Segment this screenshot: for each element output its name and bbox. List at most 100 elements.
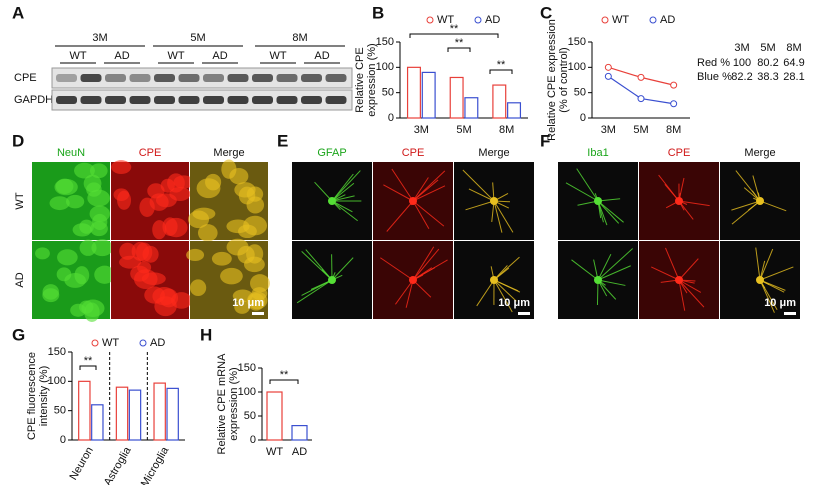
column-header: CPE bbox=[668, 147, 691, 159]
process bbox=[597, 265, 631, 281]
cell bbox=[49, 196, 70, 211]
x-tick-label: 8M bbox=[666, 124, 681, 136]
scale-bar bbox=[252, 312, 264, 315]
cell bbox=[232, 289, 253, 303]
y-tick-label: 100 bbox=[568, 61, 586, 73]
process bbox=[493, 279, 517, 302]
row-label: GAPDH bbox=[14, 94, 53, 106]
band bbox=[276, 74, 298, 82]
process bbox=[465, 200, 495, 211]
cell bbox=[220, 267, 243, 285]
table-cell: 38.3 bbox=[757, 71, 778, 83]
column-header: Iba1 bbox=[587, 147, 608, 159]
group-label: AD bbox=[212, 50, 227, 62]
process bbox=[476, 279, 495, 307]
panel-label: D bbox=[12, 131, 24, 150]
table-cell: 64.9 bbox=[783, 57, 804, 69]
soma bbox=[490, 276, 498, 284]
panel-label: E bbox=[277, 131, 288, 150]
process bbox=[412, 200, 445, 227]
group-label: WT bbox=[69, 50, 86, 62]
cell bbox=[57, 249, 78, 266]
cell bbox=[70, 303, 87, 317]
table-cell: 100 bbox=[733, 57, 751, 69]
cell bbox=[152, 287, 176, 306]
cell bbox=[250, 274, 270, 293]
band bbox=[301, 96, 322, 104]
legend-label: AD bbox=[660, 14, 675, 26]
panel-label: G bbox=[12, 325, 25, 344]
y-tick-label: 150 bbox=[48, 346, 66, 358]
band bbox=[105, 96, 126, 104]
band bbox=[80, 96, 102, 104]
cell bbox=[84, 302, 100, 322]
cell bbox=[55, 178, 74, 194]
y-tick-label: 150 bbox=[376, 36, 394, 48]
process bbox=[331, 173, 354, 202]
process bbox=[305, 249, 333, 281]
process bbox=[412, 200, 430, 229]
table-cell: 28.1 bbox=[783, 71, 804, 83]
cell bbox=[234, 182, 256, 198]
process bbox=[735, 170, 761, 202]
process bbox=[331, 182, 355, 202]
x-tick-label: Microglia bbox=[139, 444, 172, 485]
scale-text: 10 μm bbox=[764, 297, 796, 309]
y-tick-label: 0 bbox=[388, 112, 394, 124]
x-tick-label: 3M bbox=[414, 124, 429, 136]
cell bbox=[189, 279, 207, 297]
cell bbox=[192, 207, 216, 220]
blot-strip bbox=[51, 67, 353, 89]
scale-bar bbox=[784, 312, 796, 315]
process bbox=[412, 177, 429, 202]
bar bbox=[266, 391, 283, 441]
significance: ** bbox=[497, 59, 506, 71]
process bbox=[597, 253, 612, 281]
cell bbox=[167, 173, 185, 193]
cell bbox=[238, 224, 257, 239]
process bbox=[678, 279, 705, 308]
group-label: AD bbox=[114, 50, 129, 62]
scale-text: 10 μm bbox=[232, 297, 264, 309]
bracket bbox=[489, 69, 513, 74]
process bbox=[405, 279, 414, 308]
column-header: CPE bbox=[402, 147, 425, 159]
y-axis-label: CPE fluorescence bbox=[26, 352, 38, 440]
column-header: Merge bbox=[744, 147, 775, 159]
process bbox=[565, 182, 599, 202]
band bbox=[105, 74, 126, 82]
point bbox=[604, 72, 612, 80]
cell bbox=[229, 167, 249, 185]
process bbox=[597, 200, 624, 223]
point bbox=[670, 100, 678, 108]
column-header: CPE bbox=[139, 147, 162, 159]
bar bbox=[449, 76, 464, 119]
soma bbox=[490, 197, 498, 205]
process bbox=[597, 279, 626, 286]
cell bbox=[237, 245, 255, 264]
process bbox=[755, 247, 761, 281]
process bbox=[314, 181, 333, 202]
table-cell: 82.2 bbox=[731, 71, 752, 83]
x-tick-label: Neuron bbox=[68, 445, 96, 482]
y-tick-label: 50 bbox=[54, 405, 66, 417]
band bbox=[252, 96, 273, 104]
y-axis-label: (% of control) bbox=[558, 47, 570, 112]
band bbox=[227, 74, 249, 82]
band bbox=[325, 74, 347, 82]
process bbox=[678, 258, 699, 281]
cell bbox=[117, 190, 132, 210]
soma bbox=[594, 197, 602, 205]
process bbox=[493, 279, 519, 292]
age-label: 8M bbox=[292, 32, 307, 44]
y-tick-label: 0 bbox=[580, 112, 586, 124]
band bbox=[252, 74, 273, 82]
y-tick-label: 0 bbox=[250, 434, 256, 446]
bar bbox=[115, 386, 129, 441]
cell bbox=[90, 221, 108, 237]
point bbox=[637, 73, 645, 81]
process bbox=[331, 170, 361, 202]
table-cell: 80.2 bbox=[757, 57, 778, 69]
process bbox=[678, 200, 710, 207]
point bbox=[670, 81, 678, 89]
